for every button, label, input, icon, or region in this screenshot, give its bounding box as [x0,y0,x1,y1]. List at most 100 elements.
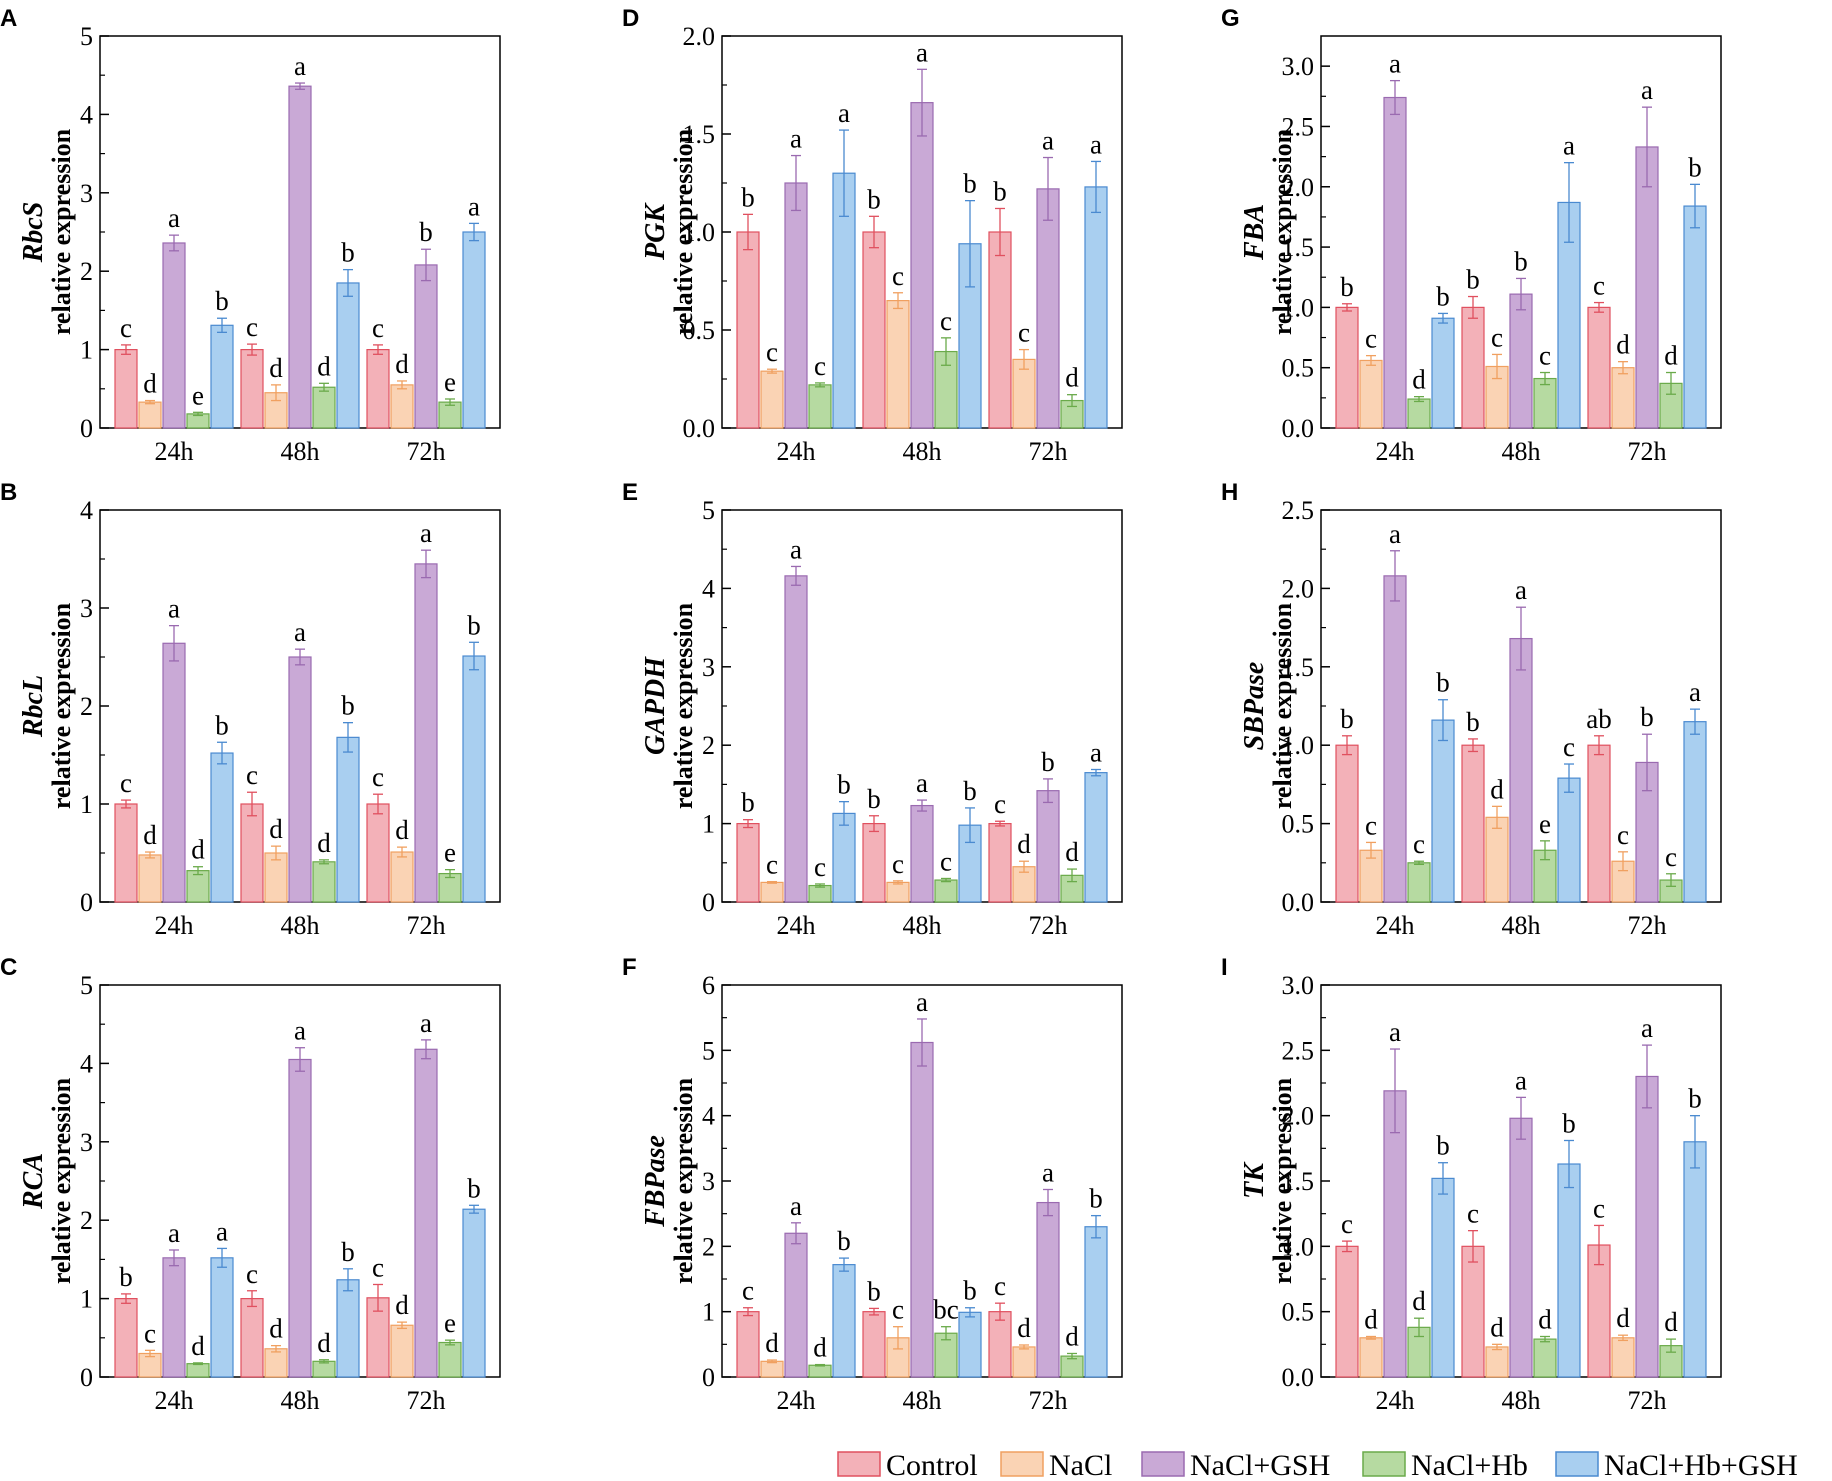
bar [736,231,760,429]
significance-letter: c [766,850,778,880]
bar [186,1363,210,1378]
significance-letter: c [246,312,258,342]
x-tick-label: 72h [407,437,446,466]
significance-letter: c [940,306,952,336]
y-tick-label: 2 [702,1232,715,1261]
y-tick-label: 0.0 [1282,1363,1315,1392]
significance-letter: c [1365,810,1377,840]
significance-letter: bc [933,1295,959,1325]
significance-letter: c [994,1271,1006,1301]
legend-swatch [1555,1451,1599,1477]
bar [1461,306,1485,429]
x-tick-label: 24h [777,437,816,466]
significance-letter: a [1090,738,1102,768]
bar [336,282,360,429]
significance-letter: b [837,1226,851,1256]
bar [336,736,360,903]
bar [1383,575,1407,903]
significance-letter: c [1413,829,1425,859]
y-tick-label: 4 [80,496,93,525]
bar [832,812,856,903]
significance-letter: c [1539,341,1551,371]
significance-letter: c [1593,1193,1605,1223]
significance-letter: c [1018,318,1030,348]
significance-letter: a [1515,1065,1527,1095]
bar [1084,186,1108,429]
significance-letter: c [814,852,826,882]
significance-letter: c [892,1295,904,1325]
significance-letter: c [246,760,258,790]
bar [910,102,934,429]
y-tick-label: 5 [702,496,715,525]
bar [1359,359,1383,429]
significance-letter: b [993,176,1007,206]
significance-letter: d [1490,1312,1504,1342]
significance-letter: b [1340,272,1354,302]
significance-letter: a [916,37,928,67]
bar [414,1048,438,1378]
x-tick-label: 72h [407,1386,446,1415]
significance-letter: b [1688,152,1702,182]
x-tick-label: 48h [281,1386,320,1415]
x-tick-label: 24h [1376,911,1415,940]
x-tick-label: 48h [1502,1386,1541,1415]
significance-letter: c [372,1252,384,1282]
significance-letter: b [1089,1184,1103,1214]
bar [1611,1337,1635,1378]
bar [438,1341,462,1378]
significance-letter: b [1041,747,1055,777]
significance-letter: d [813,1333,827,1363]
y-tick-label: 2 [80,257,93,286]
bar [414,563,438,903]
significance-letter: d [191,835,205,865]
significance-letter: a [1389,1017,1401,1047]
significance-letter: b [1562,1108,1576,1138]
significance-letter: b [963,169,977,199]
y-tick-label: 0 [702,888,715,917]
significance-letter: b [215,710,229,740]
bar [862,1311,886,1378]
x-tick-label: 48h [903,1386,942,1415]
bar [1635,146,1659,429]
bar [760,881,784,903]
significance-letter: a [838,98,850,128]
x-tick-label: 48h [903,437,942,466]
bar [1557,777,1581,903]
y-tick-label: 1 [702,810,715,839]
significance-letter: d [1017,1313,1031,1343]
significance-letter: d [395,815,409,845]
significance-letter: e [444,1308,456,1338]
panel-label: E [622,479,638,506]
panel-label: B [0,479,17,506]
bar [1587,306,1611,429]
x-tick-label: 24h [1376,437,1415,466]
bar [1683,205,1707,429]
bar [1461,744,1485,903]
bar [240,1297,264,1378]
bar [240,803,264,903]
bar [288,656,312,903]
bar [862,822,886,903]
y-tick-label: 1 [80,790,93,819]
bar [1635,1075,1659,1378]
significance-letter: b [963,1276,977,1306]
bar [1683,721,1707,903]
y-tick-label: 0 [80,1363,93,1392]
significance-letter: c [814,351,826,381]
bar [414,264,438,429]
gene-name: GAPDH [640,656,671,755]
significance-letter: d [1065,837,1079,867]
legend-label: Control [886,1449,978,1481]
y-axis-sublabel: relative expression [1268,602,1297,809]
bar [1359,1337,1383,1378]
significance-letter: c [1491,322,1503,352]
significance-letter: e [444,367,456,397]
gene-name: RbcS [18,202,49,264]
significance-letter: d [1065,363,1079,393]
gene-name: RbcL [18,675,49,738]
significance-letter: b [867,1276,881,1306]
y-tick-label: 1.0 [1282,731,1315,760]
significance-letter: d [269,814,283,844]
significance-letter: b [341,691,355,721]
